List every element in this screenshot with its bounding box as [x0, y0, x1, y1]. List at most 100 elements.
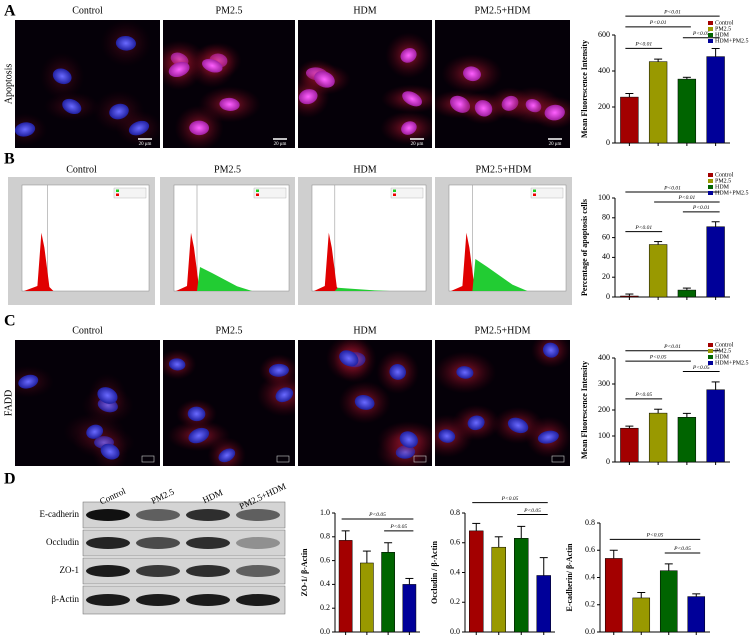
error-bar [711, 221, 720, 227]
nucleus [467, 415, 485, 431]
nucleus [219, 97, 240, 111]
significance-label: P<0.01 [692, 205, 710, 211]
y-tick-label: 0 [606, 292, 610, 301]
cells [15, 365, 135, 466]
scale-bar-label: 20 μm [139, 142, 152, 147]
blot-band [186, 509, 230, 521]
error-bar [625, 93, 634, 98]
legend-label: HDM [715, 32, 730, 38]
nucleus [463, 66, 481, 82]
blot-row-label: β-Actin [51, 594, 79, 604]
red-peak [24, 232, 54, 291]
flow-histogram [435, 177, 572, 305]
blot-band [86, 594, 130, 606]
nucleus [456, 366, 474, 379]
micrograph: 20 μm [435, 20, 570, 148]
significance-label: P<0.05 [523, 508, 541, 514]
nucleus [400, 48, 417, 63]
y-tick-label: 600 [598, 30, 610, 39]
significance-label: P<0.05 [673, 546, 691, 552]
y-tick-label: 100 [598, 431, 610, 440]
bar [491, 546, 506, 633]
flow-legend-green [533, 189, 536, 192]
significance-label: P<0.01 [663, 185, 681, 191]
column-label: PM2.5+HDM [475, 5, 531, 16]
nucleus [18, 374, 39, 389]
bar [620, 295, 639, 298]
legend-swatch [708, 179, 713, 183]
bar [620, 427, 639, 463]
bar [648, 61, 668, 144]
cells [325, 340, 432, 466]
nucleus [128, 120, 150, 136]
bar [706, 56, 725, 144]
green-tail [472, 259, 528, 291]
nucleus [218, 448, 236, 463]
y-tick-label: 200 [598, 102, 610, 111]
blot-band [86, 537, 130, 549]
nucleus [298, 89, 318, 105]
nucleus [354, 395, 375, 410]
blot-band [186, 565, 230, 577]
column-label: Control [72, 5, 103, 16]
row-label: Apoptosis [3, 64, 14, 105]
legend-label: PM2.5 [715, 26, 731, 32]
nucleus [168, 358, 186, 371]
bar [677, 78, 697, 144]
panel-letter: B [4, 151, 15, 168]
scale-bar-label: 20 μm [411, 142, 424, 147]
nucleus [275, 387, 294, 403]
blot-band [136, 594, 180, 606]
y-axis-label: Mean Fluorescence Intensity [580, 361, 589, 459]
significance-label: P<0.05 [692, 31, 710, 37]
blot-band [186, 594, 230, 606]
significance-label: P<0.05 [692, 365, 710, 371]
blot-band [236, 594, 280, 606]
panel-letter: A [4, 3, 16, 20]
nucleus [389, 364, 406, 380]
error-bar [682, 287, 691, 291]
error-bar [654, 241, 663, 245]
significance-label: P<0.05 [389, 524, 407, 530]
y-tick-label: 0.2 [320, 603, 330, 612]
column-label: HDM [353, 5, 376, 16]
nucleus [474, 100, 493, 117]
column-label: PM2.5+HDM [476, 164, 532, 175]
nucleus [438, 429, 456, 443]
y-axis-label: Mean Fluorescence Intensity [580, 40, 589, 138]
y-tick-label: 0.4 [585, 572, 595, 581]
cells [163, 349, 295, 466]
error-bar [494, 536, 503, 548]
flow-histogram [298, 177, 432, 305]
blot-band [86, 509, 130, 521]
legend-swatch [708, 343, 713, 347]
nucleus [399, 431, 418, 448]
bar [632, 597, 651, 633]
bar [677, 417, 697, 463]
flow-legend [113, 187, 147, 199]
micrograph [15, 340, 160, 466]
nucleus [544, 104, 565, 121]
bar [687, 596, 706, 633]
legend-label: PM2.5 [715, 348, 731, 354]
flow-legend [253, 187, 287, 199]
error-bar [664, 563, 673, 571]
error-bar [517, 525, 526, 539]
bar [536, 575, 551, 633]
error-bar [692, 593, 701, 597]
nucleus [97, 387, 118, 404]
flow-legend-red [533, 193, 536, 196]
bar [706, 226, 725, 298]
nucleus [188, 427, 210, 444]
nucleus [339, 350, 359, 367]
green-tail [197, 267, 252, 291]
blot-band [136, 537, 180, 549]
error-bar [625, 425, 634, 429]
scale-box [413, 455, 427, 463]
cells [163, 40, 261, 148]
y-tick-label: 0.8 [585, 518, 595, 527]
red-peak [451, 232, 479, 291]
y-tick-label: 40 [602, 252, 610, 261]
y-axis-label: Occludin / β-Actin [430, 541, 439, 604]
